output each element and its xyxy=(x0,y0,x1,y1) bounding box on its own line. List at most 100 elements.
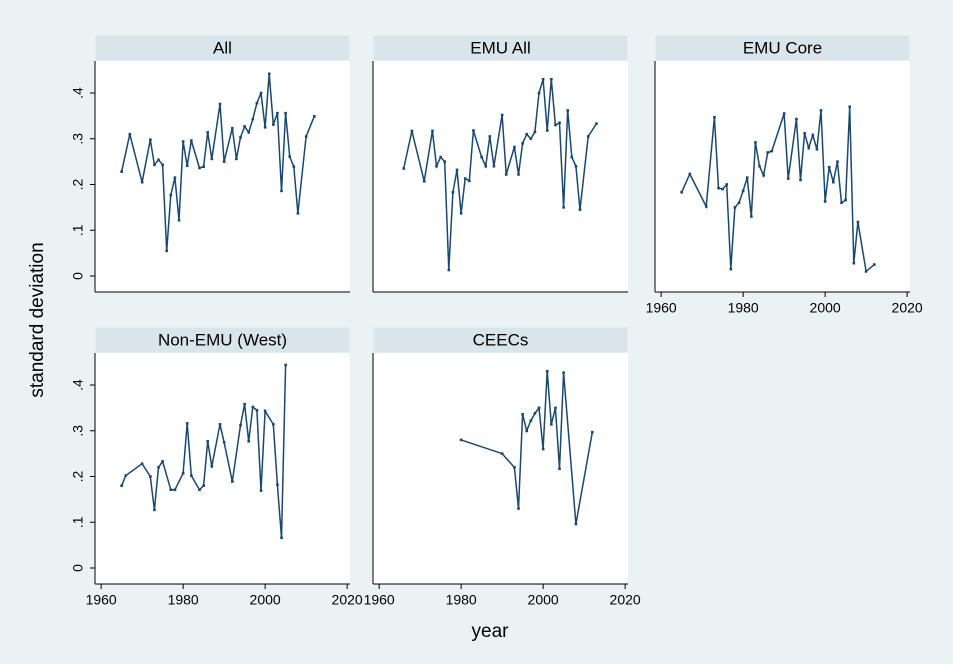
y-tick-label: .3 xyxy=(70,425,86,437)
x-tick-label: 2000 xyxy=(810,300,841,316)
y-tick-label: .2 xyxy=(70,178,86,190)
data-point xyxy=(206,131,210,134)
y-tick-label: 0 xyxy=(70,272,86,280)
data-point xyxy=(529,419,533,422)
x-tick-label: 1980 xyxy=(728,300,759,316)
plot-area xyxy=(95,353,350,584)
data-point xyxy=(206,439,210,443)
data-point xyxy=(276,111,279,115)
data-point xyxy=(284,111,287,115)
data-point xyxy=(533,130,537,134)
plot-area xyxy=(373,61,628,292)
data-point xyxy=(243,125,246,128)
data-point xyxy=(157,466,160,469)
data-point xyxy=(169,488,173,492)
data-point xyxy=(586,135,590,138)
data-point xyxy=(435,164,438,168)
data-point xyxy=(827,165,831,169)
data-point xyxy=(578,208,582,211)
data-point xyxy=(120,484,123,487)
data-point xyxy=(537,406,541,410)
data-point xyxy=(255,101,259,105)
data-point xyxy=(529,137,533,141)
data-point xyxy=(124,474,128,477)
data-point xyxy=(198,488,201,492)
data-point xyxy=(545,369,549,373)
data-point xyxy=(210,465,214,468)
y-axis-title: standard deviation xyxy=(27,242,48,397)
data-point xyxy=(484,164,488,168)
data-point xyxy=(844,198,847,202)
x-tick-label: 2020 xyxy=(610,592,641,608)
x-tick-label: 1960 xyxy=(86,592,117,608)
data-point xyxy=(153,508,156,512)
data-point xyxy=(545,129,549,132)
data-point xyxy=(243,402,246,406)
data-point xyxy=(550,423,553,426)
data-point xyxy=(591,430,594,434)
data-point xyxy=(181,140,185,143)
data-point xyxy=(140,462,144,465)
x-tick-label: 2000 xyxy=(250,592,281,608)
data-point xyxy=(492,164,496,168)
y-tick-label: .2 xyxy=(70,470,86,482)
panel-header xyxy=(94,326,351,354)
data-point xyxy=(554,406,557,410)
data-point xyxy=(500,452,504,455)
data-point xyxy=(574,522,578,526)
data-point xyxy=(737,201,741,205)
data-point xyxy=(459,212,463,215)
data-point xyxy=(280,536,283,540)
data-point xyxy=(140,180,144,184)
x-tick-label: 2020 xyxy=(332,592,363,608)
data-point xyxy=(558,121,561,125)
y-tick-label: .1 xyxy=(70,224,86,236)
data-point xyxy=(202,484,205,487)
data-line xyxy=(680,106,875,273)
data-point xyxy=(263,126,267,129)
data-point xyxy=(836,160,839,163)
data-point xyxy=(447,268,451,272)
data-point xyxy=(852,261,856,265)
data-point xyxy=(272,423,275,426)
data-point xyxy=(231,126,234,130)
panel-header xyxy=(94,34,351,62)
data-point xyxy=(157,158,160,162)
data-point xyxy=(422,180,426,183)
data-point xyxy=(272,123,275,126)
y-tick-label: .4 xyxy=(70,87,86,99)
data-point xyxy=(525,429,529,433)
data-point xyxy=(500,113,504,117)
data-point xyxy=(729,267,733,271)
data-point xyxy=(758,164,761,168)
data-point xyxy=(173,488,177,492)
data-point xyxy=(173,176,177,179)
data-point xyxy=(161,163,164,167)
data-point xyxy=(439,155,442,159)
x-tick-label: 2020 xyxy=(892,300,923,316)
data-point xyxy=(472,129,475,132)
data-point xyxy=(480,155,483,159)
data-point xyxy=(537,91,541,95)
data-point xyxy=(218,102,222,106)
x-tick-label: 1980 xyxy=(168,592,199,608)
data-point xyxy=(153,163,156,167)
x-tick-label: 1980 xyxy=(446,592,477,608)
data-line xyxy=(120,364,287,538)
data-point xyxy=(239,423,242,427)
panel-header xyxy=(372,34,629,62)
data-point xyxy=(149,475,152,478)
data-point xyxy=(786,177,790,180)
y-tick-label: .4 xyxy=(70,379,86,391)
data-point xyxy=(431,129,434,133)
x-axis-title: year xyxy=(472,621,510,642)
panel-title: CEECs xyxy=(473,330,529,349)
data-point xyxy=(562,371,565,374)
y-tick-label: 0 xyxy=(70,564,86,572)
data-point xyxy=(795,117,798,121)
data-point xyxy=(811,133,815,137)
data-point xyxy=(873,263,876,266)
data-point xyxy=(525,132,529,136)
data-point xyxy=(856,220,860,224)
data-point xyxy=(819,109,823,112)
